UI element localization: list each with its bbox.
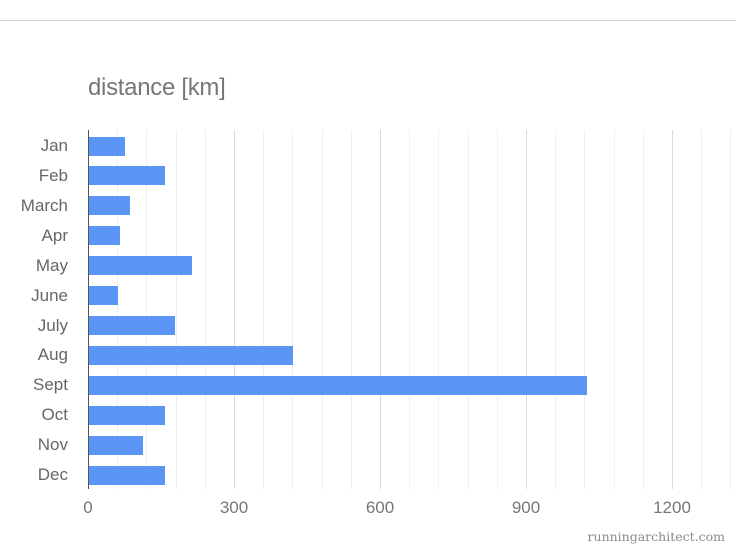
bar-aug[interactable] [89,346,293,365]
x-tick-1200: 1200 [653,498,691,517]
y-label-apr: Apr [41,226,68,245]
bar-june[interactable] [89,286,118,305]
minor-gridline [176,130,177,489]
minor-gridline [614,130,615,489]
y-label-dec: Dec [37,465,68,484]
y-axis-line [88,130,89,489]
minor-gridline [730,130,731,489]
major-gridline [672,130,673,489]
minor-gridline [351,130,352,489]
bar-sept[interactable] [89,376,587,395]
major-gridline [380,130,381,489]
y-label-nov: Nov [37,435,68,454]
x-tick-900: 900 [511,498,541,517]
y-label-feb: Feb [38,166,68,185]
x-tick-300: 300 [219,498,249,517]
x-tick-0: 0 [83,498,93,517]
major-gridline [234,130,235,489]
minor-gridline [322,130,323,489]
y-label-july: July [37,316,68,335]
minor-gridline [701,130,702,489]
major-gridline [526,130,527,489]
minor-gridline [438,130,439,489]
minor-gridline [409,130,410,489]
y-label-sept: Sept [33,375,68,394]
minor-gridline [117,130,118,489]
minor-gridline [146,130,147,489]
minor-gridline [497,130,498,489]
minor-gridline [555,130,556,489]
y-label-oct: Oct [41,405,68,424]
bar-july[interactable] [89,316,175,335]
minor-gridline [584,130,585,489]
y-label-jan: Jan [40,136,68,155]
minor-gridline [292,130,293,489]
bar-oct[interactable] [89,406,165,425]
bar-nov[interactable] [89,436,143,455]
minor-gridline [263,130,264,489]
bar-jan[interactable] [89,137,125,156]
bar-march[interactable] [89,196,130,215]
credit-text: runningarchitect.com [587,529,725,544]
bar-dec[interactable] [89,466,165,485]
bar-feb[interactable] [89,166,165,185]
y-label-march: March [20,196,68,215]
minor-gridline [643,130,644,489]
bar-may[interactable] [89,256,192,275]
minor-gridline [205,130,206,489]
plot-area [88,130,736,489]
x-tick-600: 600 [365,498,395,517]
y-label-aug: Aug [37,345,68,364]
minor-gridline [468,130,469,489]
y-label-june: June [31,286,68,305]
chart-title: distance [km] [88,74,226,101]
top-divider [0,20,736,21]
bar-apr[interactable] [89,226,120,245]
y-label-may: May [35,256,68,275]
